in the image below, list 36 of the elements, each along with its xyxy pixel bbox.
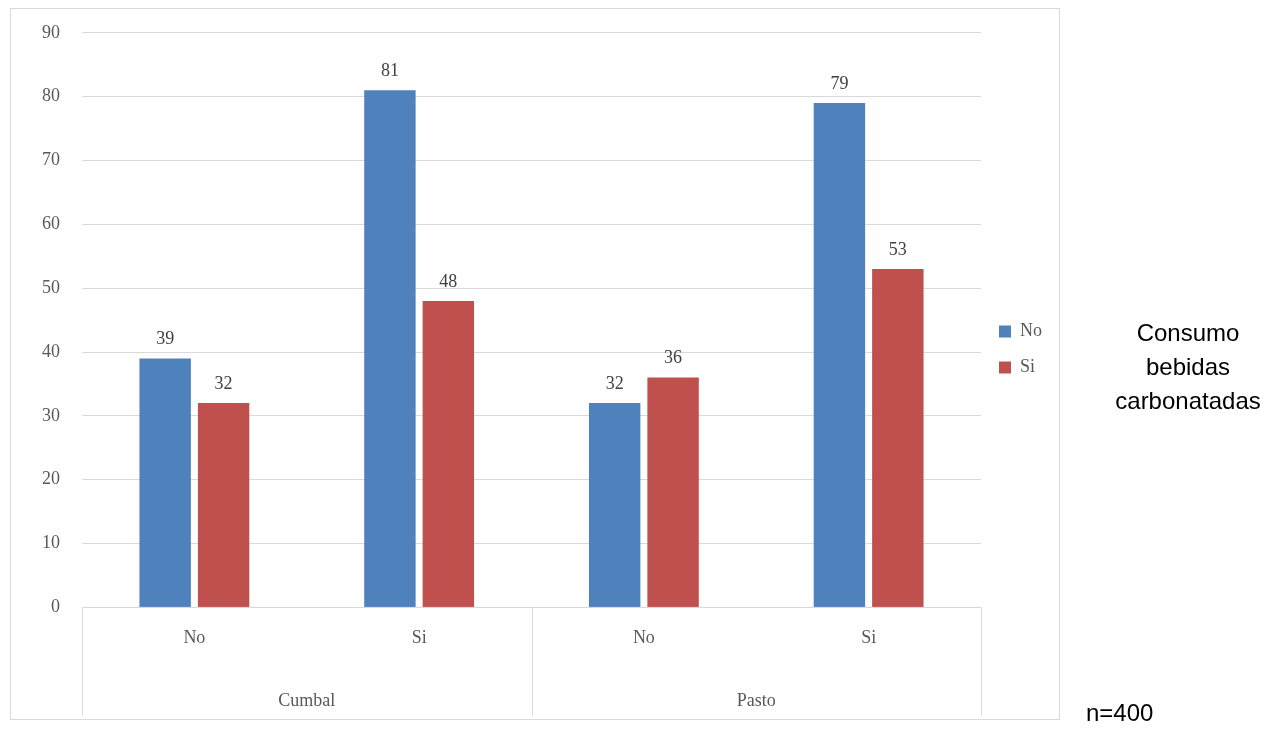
bar: [872, 269, 924, 607]
text: Pasto: [736, 689, 776, 710]
data-label: 48: [439, 270, 458, 291]
y-tick-label: 90: [42, 21, 60, 42]
y-tick-label: 60: [42, 213, 60, 234]
data-label: 81: [380, 59, 399, 80]
y-tick-label: 30: [42, 404, 60, 425]
data-label: 79: [830, 72, 849, 93]
x-tick-label: Si: [411, 626, 427, 647]
bar: [588, 403, 641, 607]
bar: [422, 300, 475, 607]
x-tick-label: Si: [861, 626, 877, 647]
data-label: 32: [605, 372, 624, 393]
legend-label: No: [1020, 320, 1042, 341]
data-label: 53: [888, 238, 907, 259]
bar: [197, 403, 250, 607]
y-tick-label: 80: [42, 85, 60, 106]
x-tick-label: No: [183, 626, 206, 647]
legend-label: Si: [1020, 356, 1036, 377]
y-tick-label: 20: [42, 468, 60, 489]
y-tick-label: 0: [51, 596, 60, 617]
data-label: 32: [214, 372, 233, 393]
y-tick-label: 10: [42, 532, 60, 553]
x-tick-label: No: [632, 626, 655, 647]
bar: [139, 358, 191, 607]
text: Cumbal: [278, 689, 336, 710]
bar: [813, 103, 866, 607]
data-label: 36: [664, 347, 683, 368]
y-tick-label: 50: [42, 276, 60, 297]
legend-title: Consumo bebidas carbonatadas: [1115, 318, 1261, 414]
bar: [364, 90, 416, 607]
text: n=400: [1086, 698, 1154, 726]
y-tick-label: 40: [42, 340, 60, 361]
bar: [647, 377, 699, 607]
y-tick-label: 70: [42, 149, 60, 170]
data-label: 39: [156, 328, 175, 349]
